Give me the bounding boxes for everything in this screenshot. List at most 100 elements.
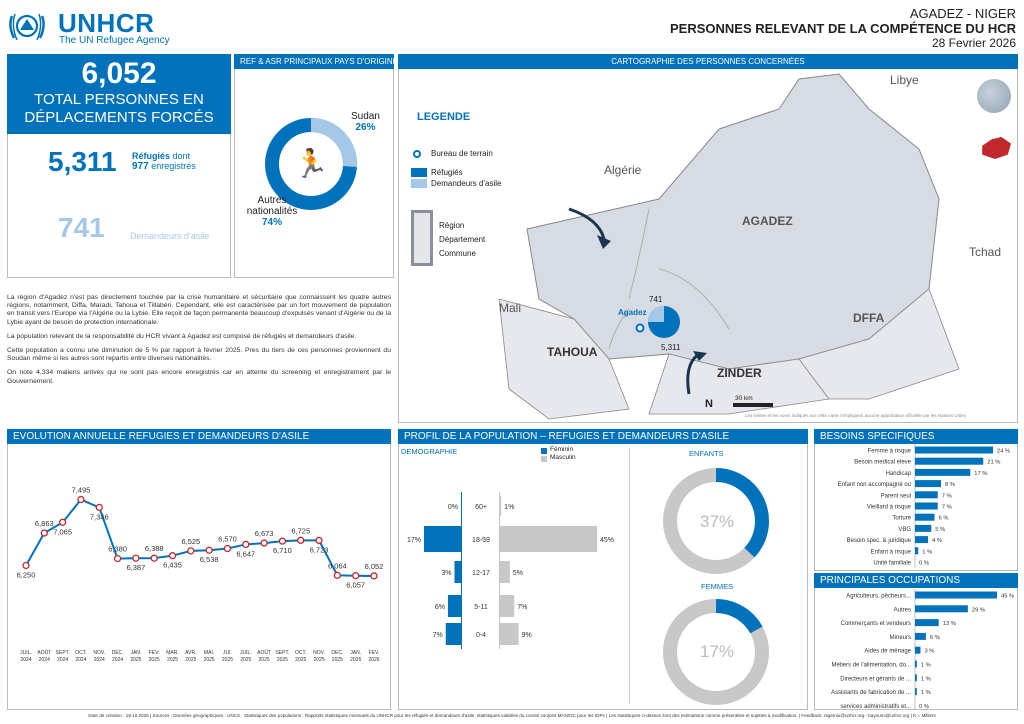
pyramid-label-male: 9% xyxy=(522,632,532,639)
bar-value-label: 4 % xyxy=(932,538,942,544)
evolution-point xyxy=(205,546,213,554)
legend-female-swatch xyxy=(541,448,547,454)
asylum-label: Demandeurs d'asile xyxy=(130,231,210,241)
evolution-value-label: 6,064 xyxy=(328,561,347,570)
evolution-month-label: DÉC. 2024 xyxy=(112,649,124,663)
bar xyxy=(915,660,917,668)
bar-category-label: Besoin spec. & juridique xyxy=(847,538,912,544)
map-label-zinder: ZINDER xyxy=(717,366,762,380)
bar-value-label: 17 % xyxy=(974,471,987,477)
evolution-value-label: 6,380 xyxy=(108,545,127,554)
evolution-point xyxy=(113,554,122,563)
profile-divider xyxy=(629,448,630,704)
legend-office-icon xyxy=(413,150,421,158)
legend-office-label: Bureau de terrain xyxy=(431,149,493,158)
legend-male-swatch xyxy=(541,456,547,462)
total-box: 6,052 TOTAL PERSONNES EN DÉPLACEMENTS FO… xyxy=(7,54,231,134)
bar-value-label: 7 % xyxy=(942,493,952,499)
evolution-point xyxy=(95,503,103,512)
refugees-dont: dont xyxy=(172,151,191,161)
bar-value-label: 3 % xyxy=(924,649,934,655)
bar-category-label: Métiers de l'alimentation, do... xyxy=(831,663,911,669)
evolution-point xyxy=(22,561,30,570)
bar-category-label: Unité familiale xyxy=(873,561,911,567)
bar-category-label: Aides de ménage xyxy=(864,649,911,655)
map-label-mali: Mali xyxy=(499,301,522,315)
pyramid-label-male: 45% xyxy=(600,537,614,544)
pyramid-bar-female xyxy=(447,595,461,617)
evolution-point xyxy=(150,554,158,562)
evolution-point xyxy=(315,536,323,545)
legend-female-label: Féminin xyxy=(550,446,574,453)
evolution-value-label: 6,435 xyxy=(163,561,182,570)
bar-value-label: 8 % xyxy=(945,482,955,488)
evolution-month-label: MAI. 2025 xyxy=(204,650,215,663)
women-arc xyxy=(663,599,769,705)
bar-category-label: Besoin medical eleve xyxy=(854,460,911,466)
bar-value-label: 6 % xyxy=(930,635,940,641)
legend-department-label: Département xyxy=(439,235,486,244)
map-pie-refugees-label: 5,311 xyxy=(661,343,681,352)
pyramid-bar-male xyxy=(499,526,597,552)
legend-male-label: Masculin xyxy=(550,454,576,461)
evolution-value-label: 6,052 xyxy=(365,562,384,571)
bar-value-label: 45 % xyxy=(1001,594,1014,600)
bar-value-label: 0 % xyxy=(919,704,929,710)
bar xyxy=(915,468,971,476)
evolution-value-label: 6,538 xyxy=(200,555,219,564)
bar-category-label: VBG xyxy=(898,527,911,533)
evolution-point xyxy=(132,554,140,562)
women-donut xyxy=(663,599,769,705)
pyramid-bar-male xyxy=(499,496,502,516)
origin-title: REF & ASR PRINCIPAUX PAYS D'ORIGINE xyxy=(234,54,394,69)
sudan-pct: 26% xyxy=(355,122,376,133)
footer-text: Date de création : 19.10.2025 | Sources … xyxy=(88,713,936,718)
evolution-point xyxy=(333,571,342,579)
pyramid-label-female: 6% xyxy=(435,604,445,611)
legend-commune-label: Commune xyxy=(439,249,476,258)
narrative: La région d'Agadez n'est pas directement… xyxy=(7,294,391,386)
org-name: UNHCR xyxy=(58,8,155,38)
bar xyxy=(915,688,917,696)
map-label-libye: Libye xyxy=(890,73,919,87)
children-arc xyxy=(663,468,769,574)
bar-category-label: Femme à risque xyxy=(868,449,912,455)
bar-category-label: Enfant à risque xyxy=(871,549,912,555)
evolution-value-label: 6,725 xyxy=(291,526,310,535)
bar-category-label: Assistants de fabrication de ... xyxy=(831,690,911,696)
bar xyxy=(915,480,941,488)
evolution-value-label: 6,388 xyxy=(145,544,164,553)
evolution-month-label: FEV. 2025 xyxy=(149,650,160,663)
evolution-value-label: 6,250 xyxy=(17,570,36,579)
bar xyxy=(915,632,926,640)
evolution-value-label: 6,057 xyxy=(346,581,365,590)
bar xyxy=(915,547,919,555)
map-label-diffa: DFFA xyxy=(853,311,885,325)
refugee-person-icon: 🏃 xyxy=(293,148,329,179)
pyramid-bar-female xyxy=(424,526,461,552)
niger-locator-icon xyxy=(982,137,1011,159)
pyramid-label-female: 3% xyxy=(441,570,451,577)
bar-value-label: 1 % xyxy=(921,663,931,669)
bar-value-label: 24 % xyxy=(997,449,1010,455)
bar-category-label: Handicap xyxy=(886,471,912,477)
bar xyxy=(915,446,993,454)
bar-value-label: 6 % xyxy=(939,516,949,522)
evolution-month-label: AVR. 2025 xyxy=(185,650,196,663)
bar-value-label: 7 % xyxy=(942,505,952,511)
evolution-value-label: 6,647 xyxy=(236,549,255,558)
map-pie-asylum-label: 741 xyxy=(649,295,663,304)
total-label: TOTAL PERSONNES EN DÉPLACEMENTS FORCÉS xyxy=(24,91,214,126)
bar xyxy=(915,524,932,532)
bar-category-label: Autres xyxy=(894,607,911,613)
evolution-point xyxy=(278,537,287,545)
other-pct: 74% xyxy=(261,217,282,228)
pyramid-label-male: 7% xyxy=(517,604,527,611)
evolution-value-label: 6,710 xyxy=(273,546,292,555)
diffa-region-shape xyxy=(798,288,960,400)
occupations-panel: Agriculteurs, pêcheurs... 45 % Autres 29 % C… xyxy=(814,588,1018,710)
pyramid-bar-female xyxy=(454,561,461,583)
africa-globe-icon xyxy=(977,79,1011,113)
children-label: ENFANTS xyxy=(689,449,724,458)
map-svg xyxy=(498,73,960,420)
